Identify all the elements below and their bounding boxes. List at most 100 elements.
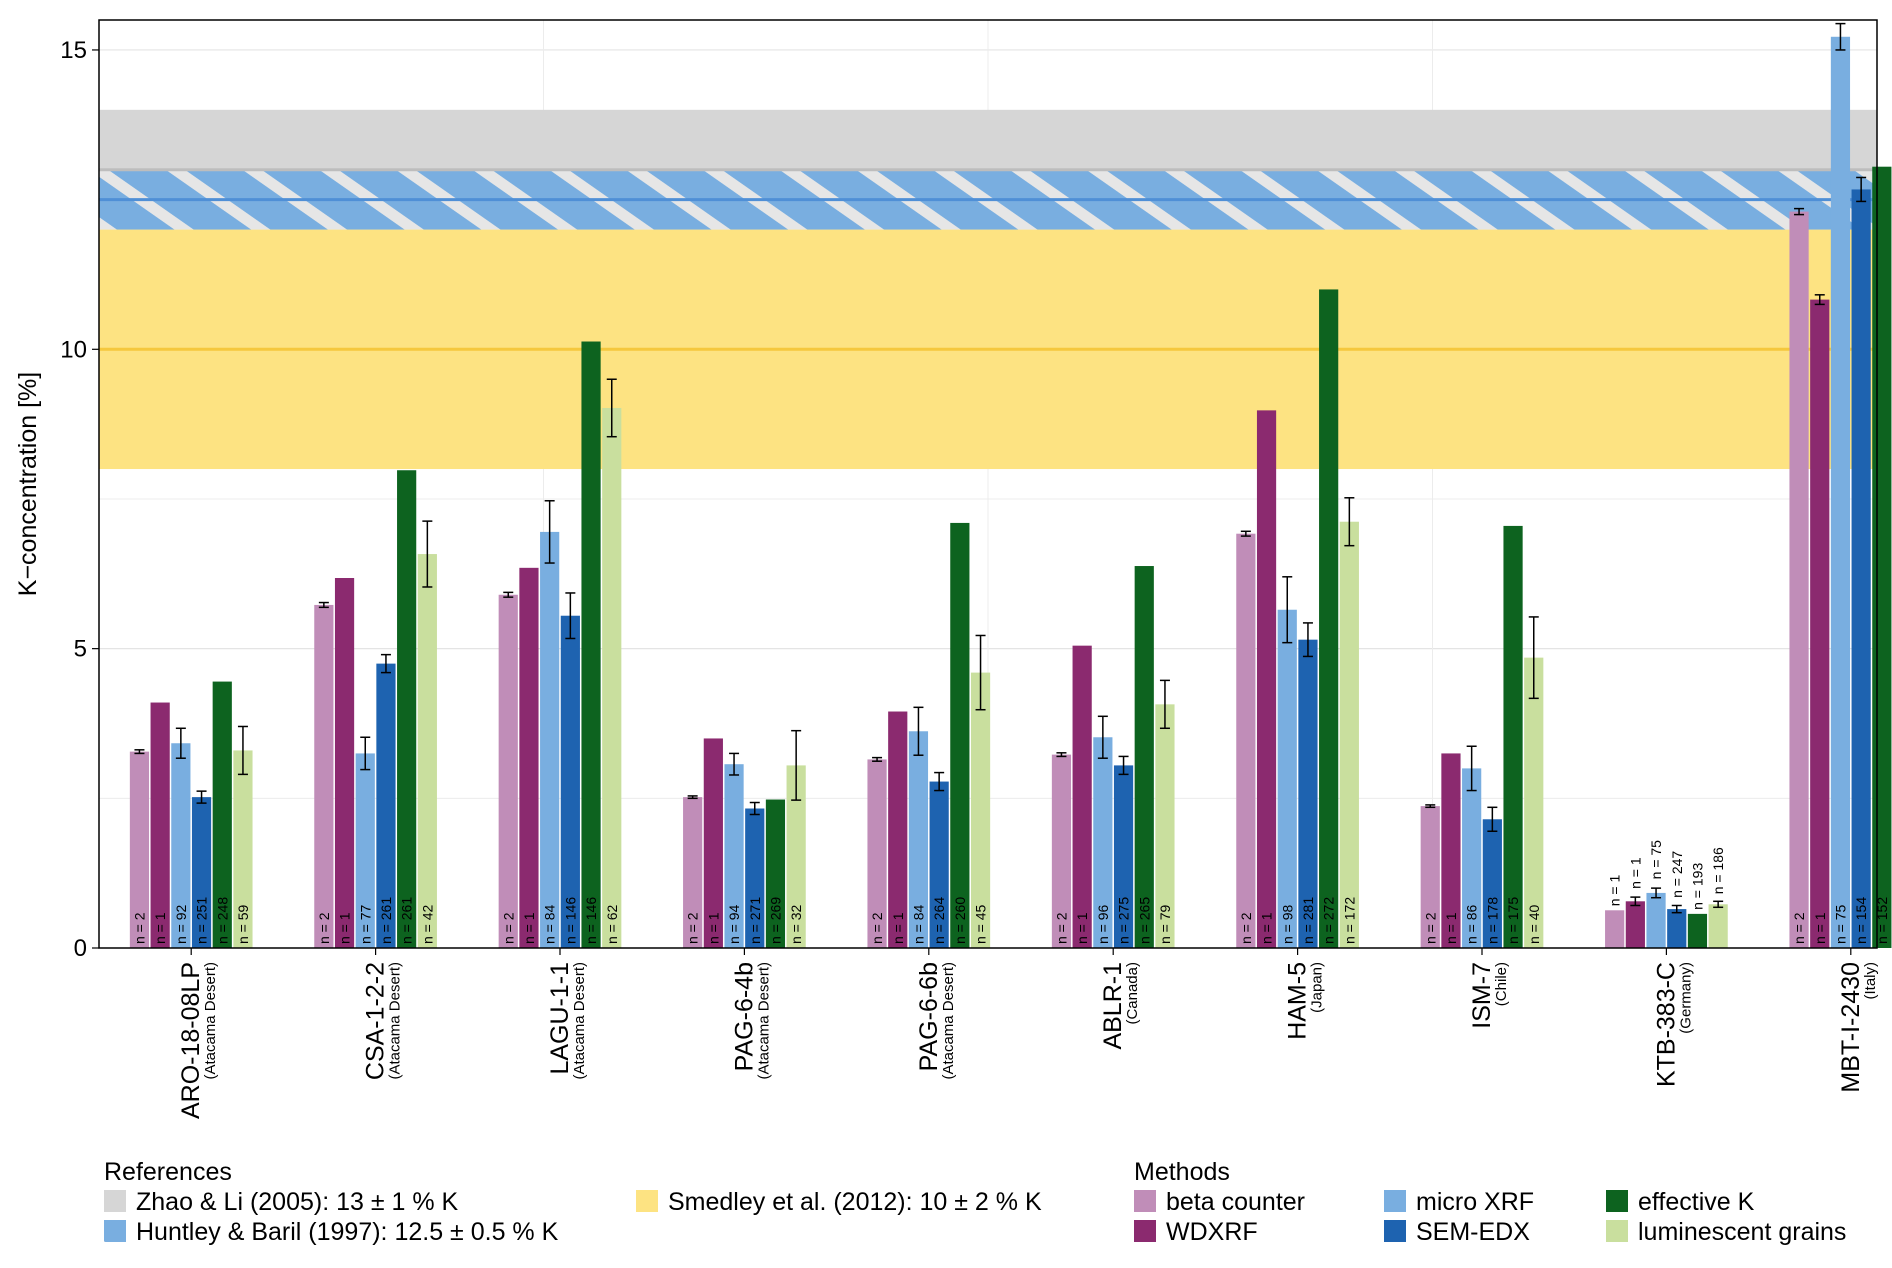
n-label: n = 146 — [583, 897, 599, 944]
n-label: n = 261 — [378, 897, 394, 944]
n-label: n = 271 — [747, 897, 763, 944]
n-label: n = 84 — [910, 904, 926, 944]
legend-method-label: micro XRF — [1416, 1188, 1534, 1216]
category-origin-label: (Canada) — [1124, 962, 1141, 1025]
n-label: n = 265 — [1136, 897, 1152, 944]
category-origin-label: (Atacama Desert) — [202, 962, 219, 1080]
legend-method-label: beta counter — [1166, 1188, 1305, 1216]
category-label: ISM-7 — [1468, 962, 1496, 1029]
n-label: n = 2 — [869, 912, 885, 944]
bar — [1339, 521, 1359, 948]
n-label: n = 1 — [890, 912, 906, 944]
category-origin-label: (Japan) — [1309, 962, 1326, 1013]
legend: References Methods Zhao & Li (2005): 13 … — [104, 1158, 1846, 1246]
bars — [129, 22, 1892, 949]
n-label: n = 45 — [973, 904, 989, 944]
bar — [1298, 639, 1318, 948]
n-label: n = 42 — [419, 904, 435, 944]
category-label: LAGU-1-1 — [546, 962, 574, 1075]
bar — [498, 594, 518, 948]
n-label: n = 1 — [1259, 912, 1275, 944]
n-label: n = 32 — [788, 904, 804, 944]
bar — [950, 522, 970, 948]
y-tick-label: 0 — [74, 935, 87, 962]
bar — [1687, 913, 1708, 948]
bar — [1646, 892, 1666, 948]
bar — [1155, 704, 1175, 948]
n-label: n = 146 — [562, 897, 578, 944]
n-label: n = 2 — [500, 912, 516, 944]
bar — [1072, 645, 1092, 948]
category-label: MBT-I-2430 — [1837, 962, 1865, 1093]
legend-reference-key — [636, 1190, 658, 1212]
legend-method-key — [1606, 1220, 1628, 1242]
bar — [888, 711, 908, 948]
category-origin-label: (Atacama Desert) — [755, 962, 772, 1080]
bar — [1236, 533, 1256, 948]
category-origin-label: (Atacama Desert) — [387, 962, 404, 1080]
bar — [1277, 609, 1297, 948]
n-label: n = 94 — [726, 904, 742, 944]
bar — [581, 341, 601, 948]
y-tick-label: 15 — [60, 37, 87, 64]
n-label: n = 1 — [1607, 875, 1623, 907]
bar — [786, 765, 806, 948]
bar — [703, 738, 723, 948]
bar — [929, 781, 949, 948]
bar — [1524, 657, 1544, 948]
n-label: n = 62 — [604, 904, 620, 944]
category-label: ARO-18-08LP — [177, 962, 205, 1119]
bar — [1851, 189, 1871, 949]
y-tick-label: 10 — [60, 336, 87, 363]
reference-bands — [99, 109, 1877, 470]
n-label: n = 92 — [173, 904, 189, 944]
n-label: n = 1 — [152, 912, 168, 944]
bar — [1482, 819, 1502, 948]
bar — [1051, 754, 1072, 948]
bar — [1810, 299, 1830, 948]
n-label: n = 2 — [1422, 912, 1438, 944]
category-label: KTB-383-C — [1652, 962, 1680, 1087]
n-label: n = 96 — [1095, 904, 1111, 944]
n-label: n = 152 — [1874, 897, 1890, 944]
n-label: n = 84 — [542, 904, 558, 944]
category-label: HAM-5 — [1284, 962, 1312, 1040]
legend-reference-label: Smedley et al. (2012): 10 ± 2 % K — [668, 1188, 1042, 1216]
bar — [355, 753, 375, 948]
n-label: n = 2 — [1791, 912, 1807, 944]
n-label: n = 1 — [1627, 857, 1643, 889]
n-label: n = 247 — [1669, 851, 1685, 898]
bar — [970, 672, 991, 948]
n-label: n = 75 — [1832, 904, 1848, 944]
bar — [540, 531, 560, 948]
bar — [1830, 36, 1851, 948]
n-label: n = 79 — [1157, 904, 1173, 944]
legend-method-label: luminescent grains — [1638, 1218, 1846, 1246]
legend-method-key — [1606, 1190, 1628, 1212]
n-label: n = 59 — [235, 904, 251, 944]
bar — [683, 797, 703, 948]
bar — [233, 750, 253, 948]
legend-reference-label: Huntley & Baril (1997): 12.5 ± 0.5 % K — [136, 1218, 559, 1246]
bar — [908, 731, 929, 948]
bar — [867, 759, 887, 948]
n-label: n = 264 — [931, 897, 947, 944]
legend-references-title: References — [104, 1158, 232, 1186]
bar — [417, 554, 437, 948]
bar — [765, 799, 786, 948]
legend-method-key — [1134, 1190, 1156, 1212]
bar — [314, 604, 334, 948]
n-label: n = 1 — [705, 912, 721, 944]
category-origin-label: (Italy) — [1862, 962, 1879, 1000]
legend-method-label: SEM-EDX — [1416, 1218, 1530, 1246]
n-label: n = 40 — [1526, 904, 1542, 944]
n-label: n = 2 — [1053, 912, 1069, 944]
n-label: n = 186 — [1710, 847, 1726, 894]
n-label: n = 98 — [1279, 904, 1295, 944]
category-origin-label: (Atacama Desert) — [940, 962, 957, 1080]
y-tick-label: 5 — [74, 636, 87, 663]
n-label: n = 154 — [1853, 897, 1869, 944]
category-origin-label: (Chile) — [1493, 962, 1510, 1006]
n-label: n = 86 — [1464, 904, 1480, 944]
bar — [1667, 909, 1687, 948]
